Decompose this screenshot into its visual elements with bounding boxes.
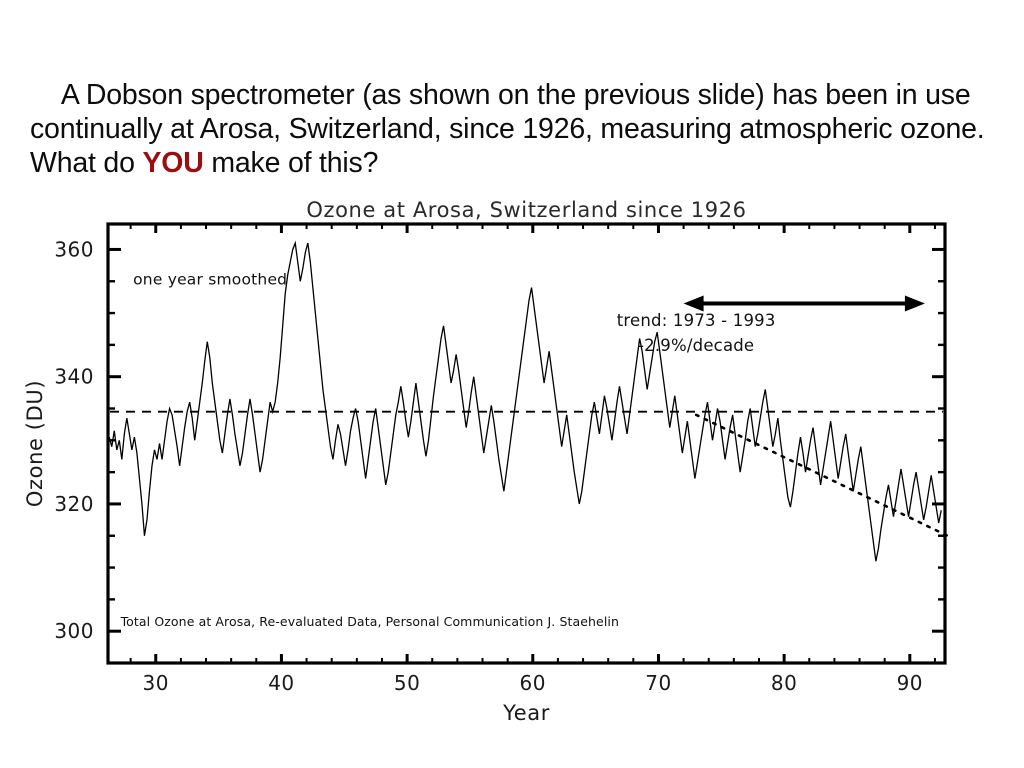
svg-text:90: 90 (897, 671, 923, 695)
plot-annotations: one year smoothed trend: 1973 - 1993 -2.9%… (120, 270, 776, 629)
axis-titles: Year Ozone (DU) (23, 380, 550, 725)
y-axis-ticks (108, 247, 945, 665)
smoothing-note: one year smoothed (133, 270, 287, 288)
svg-text:60: 60 (520, 671, 546, 695)
svg-text:50: 50 (394, 671, 420, 695)
trend-span-label: trend: 1973 - 1993 (617, 311, 776, 330)
chart-title: Ozone at Arosa, Switzerland since 1926 (306, 198, 747, 222)
trend-line (694, 413, 949, 538)
svg-text:320: 320 (54, 492, 94, 516)
y-tick-labels: 300 320 340 360 (54, 237, 94, 643)
svg-text:340: 340 (54, 365, 94, 389)
svg-text:70: 70 (645, 671, 671, 695)
svg-text:80: 80 (771, 671, 797, 695)
slide-headline: A Dobson spectrometer (as shown on the p… (30, 44, 990, 214)
headline-emphasis-you: YOU (142, 147, 204, 179)
svg-text:Year: Year (502, 701, 550, 725)
ozone-data-line (108, 240, 942, 562)
trend-rate-label: -2.9%/decade (638, 336, 754, 355)
svg-text:300: 300 (54, 619, 94, 643)
x-axis-ticks (129, 224, 936, 663)
svg-text:Ozone (DU): Ozone (DU) (23, 380, 47, 507)
svg-text:360: 360 (54, 237, 94, 261)
svg-text:40: 40 (268, 671, 294, 695)
headline-text-before: A Dobson spectrometer (as shown on the p… (30, 79, 993, 179)
ozone-chart-figure: Ozone at Arosa, Switzerland since 1926 3… (0, 190, 1024, 730)
headline-text-after: make of this? (203, 147, 379, 179)
x-tick-labels: 30 40 50 60 70 80 90 (143, 671, 923, 695)
ozone-timeseries-plot: 30 40 50 60 70 80 90 300 320 340 360 Year Ozone (D… (23, 222, 949, 725)
plot-frame (106, 222, 947, 665)
svg-text:30: 30 (143, 671, 169, 695)
source-note: Total Ozone at Arosa, Re-evaluated Data,… (120, 614, 619, 629)
trend-span-arrow (683, 295, 925, 312)
